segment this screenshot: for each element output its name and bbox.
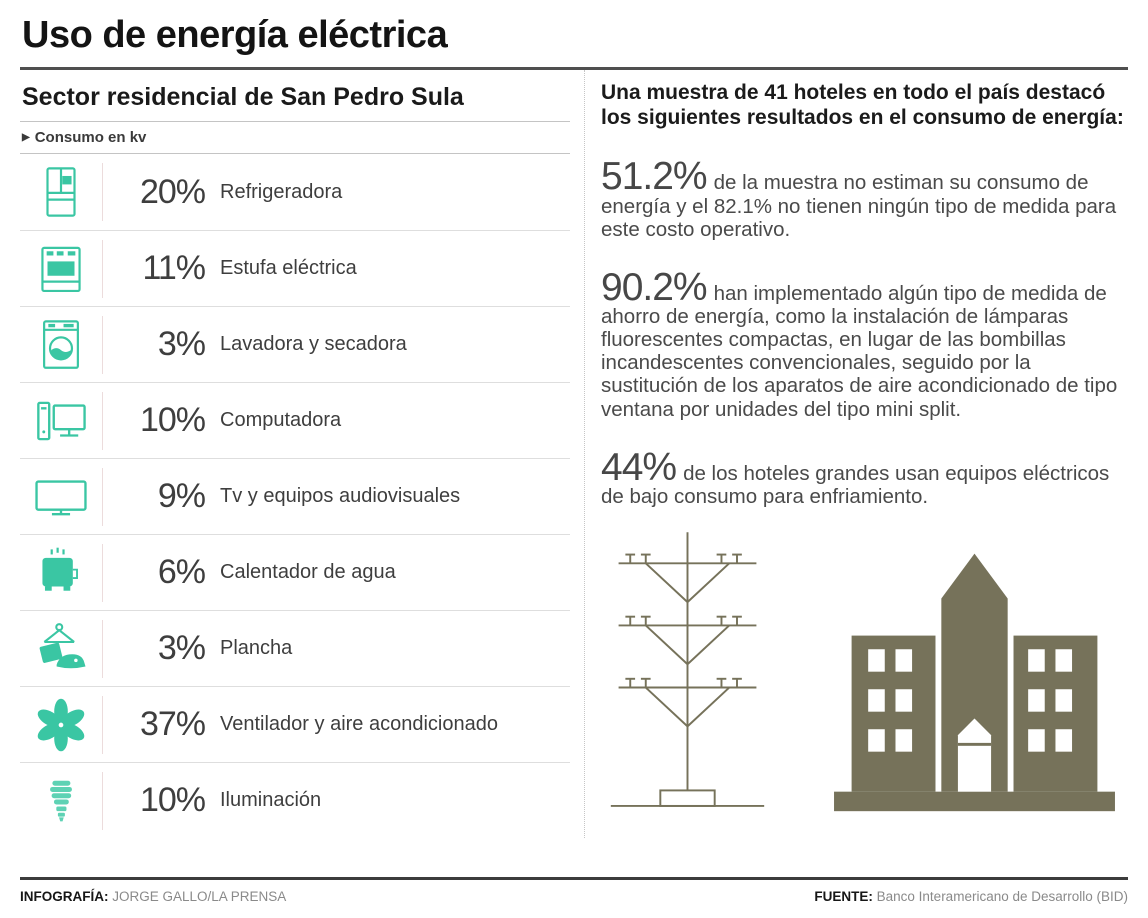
hotels-intro: Una muestra de 41 hoteles en todo el paí…	[601, 81, 1124, 130]
table-row: 20% Refrigeradora	[20, 154, 570, 230]
residential-section: Sector residencial de San Pedro Sula ▶ C…	[20, 70, 570, 838]
table-row: 3% Plancha	[20, 610, 570, 686]
stat-value: 90.2%	[601, 265, 708, 309]
hotels-section: Una muestra de 41 hoteles en todo el paí…	[584, 70, 1128, 838]
credit-text: JORGE GALLO/LA PRENSA	[108, 889, 287, 904]
appliance-label: Ventilador y aire acondicionado	[220, 713, 498, 735]
table-row: 10% Computadora	[20, 382, 570, 458]
section-heading: Sector residencial de San Pedro Sula	[22, 83, 464, 111]
appliance-label: Plancha	[220, 637, 293, 659]
hotel-stat: 44% de los hoteles grandes usan equipos e…	[601, 448, 1126, 508]
row-divider	[102, 771, 103, 830]
stat-value: 44%	[601, 445, 677, 489]
iron-icon	[20, 620, 102, 678]
tv-icon	[20, 468, 102, 526]
consumption-percent: 37%	[139, 705, 206, 743]
consumption-percent: 10%	[139, 781, 206, 819]
consumption-percent: 20%	[139, 172, 206, 211]
appliance-label: Iluminación	[220, 789, 322, 811]
row-divider	[102, 467, 103, 526]
appliance-label: Calentador de agua	[220, 561, 396, 583]
footer-source: FUENTE: Banco Interamericano de Desarrol…	[814, 889, 1128, 904]
consumption-percent: 11%	[142, 249, 206, 287]
row-divider	[102, 163, 103, 221]
stat-text: de los hoteles grandes usan equipos eléc…	[601, 461, 1110, 508]
building-icon	[834, 553, 1115, 812]
illustrations	[605, 526, 1122, 818]
table-row: 6% Calentador de agua	[20, 534, 570, 610]
row-divider	[102, 391, 103, 450]
appliance-label: Computadora	[220, 409, 342, 431]
consumption-percent: 3%	[157, 325, 206, 363]
table-row: 10% Iluminación	[20, 762, 570, 838]
title-divider	[20, 67, 1128, 70]
table-row: 3% Lavadora y secadora	[20, 306, 570, 382]
source-label: FUENTE:	[814, 889, 873, 904]
computer-icon	[20, 392, 102, 450]
hotel-stat: 90.2% han implementado algún tipo de medi…	[601, 268, 1126, 421]
table-row: 37% Ventilador y aire acondicionado	[20, 686, 570, 762]
stove-icon	[20, 240, 102, 298]
consumption-list: 20% Refrigeradora	[20, 154, 570, 838]
row-divider	[102, 619, 103, 678]
kicker-divider	[20, 153, 570, 154]
stat-text: han implementado algún tipo de medida de…	[601, 281, 1118, 421]
table-row: 11% Estufa eléctrica	[20, 230, 570, 306]
stat-text: de la muestra no estiman su consumo de e…	[601, 171, 1117, 241]
table-row: 9% Tv y equipos audiovisuales	[20, 458, 570, 534]
row-divider	[102, 543, 103, 602]
row-divider	[102, 695, 103, 754]
consumption-percent: 9%	[157, 477, 206, 515]
hotel-stat: 51.2% de la muestra no estiman su consumo…	[601, 157, 1126, 241]
credit-label: INFOGRAFÍA:	[20, 889, 109, 904]
row-divider	[102, 239, 103, 298]
appliance-label: Tv y equipos audiovisuales	[220, 485, 461, 507]
consumption-percent: 10%	[139, 401, 206, 439]
page-title: Uso de energía eléctrica	[22, 14, 448, 56]
washing-machine-icon	[20, 316, 102, 374]
water-heater-icon	[20, 544, 102, 602]
stat-value: 51.2%	[601, 155, 708, 199]
section-divider	[20, 121, 570, 122]
appliance-label: Lavadora y secadora	[220, 333, 407, 355]
content-columns: Sector residencial de San Pedro Sula ▶ C…	[20, 70, 1128, 838]
cfl-bulb-icon	[20, 772, 102, 830]
row-divider	[102, 315, 103, 374]
appliance-label: Refrigeradora	[220, 180, 343, 203]
refrigerator-icon	[20, 163, 102, 221]
power-pole-icon	[610, 532, 765, 808]
kicker-arrow-icon: ▶	[22, 132, 30, 143]
footer-credit: INFOGRAFÍA: JORGE GALLO/LA PRENSA	[20, 889, 286, 904]
consumption-percent: 3%	[157, 629, 206, 667]
unit-kicker: ▶ Consumo en kv	[20, 122, 570, 153]
appliance-label: Estufa eléctrica	[220, 257, 357, 279]
unit-kicker-label: Consumo en kv	[34, 129, 147, 146]
consumption-percent: 6%	[157, 553, 206, 591]
footer: INFOGRAFÍA: JORGE GALLO/LA PRENSA FUENTE…	[20, 877, 1128, 904]
fan-icon	[20, 696, 102, 754]
source-text: Banco Interamericano de Desarrollo (BID)	[872, 889, 1128, 904]
